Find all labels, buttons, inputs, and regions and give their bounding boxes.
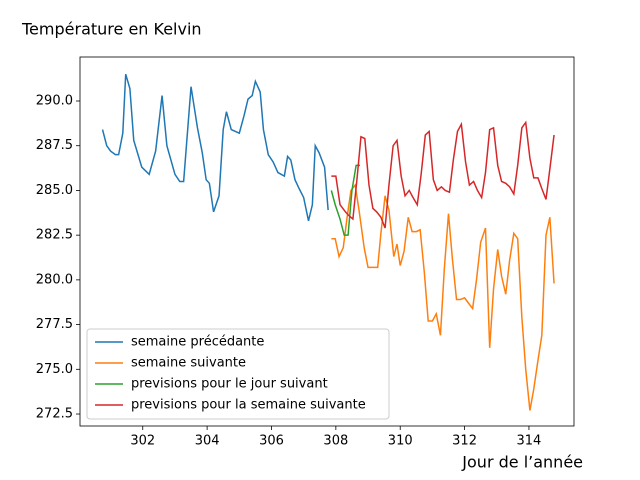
series-line	[101, 73, 329, 222]
x-tick-label: 308	[323, 434, 348, 449]
y-tick-label: 285.0	[36, 183, 73, 198]
series-line	[330, 164, 360, 236]
legend-label: previsions pour le jour suivant	[131, 377, 328, 392]
x-axis-label: Jour de l’année	[461, 453, 583, 472]
y-tick-label: 275.0	[36, 362, 73, 377]
y-tick-label: 290.0	[36, 94, 73, 109]
x-tick-label: 312	[452, 434, 477, 449]
x-tick-label: 306	[259, 434, 284, 449]
y-tick-label: 272.5	[36, 407, 73, 422]
legend-box	[86, 328, 390, 420]
y-tick-label: 287.5	[36, 138, 73, 153]
x-tick-label: 310	[388, 434, 413, 449]
series-line	[331, 183, 555, 411]
y-tick-label: 277.5	[36, 317, 73, 332]
legend-label: semaine précédante	[131, 335, 264, 350]
x-tick-label: 314	[517, 434, 542, 449]
series-line	[331, 120, 555, 229]
y-tick-label: 280.0	[36, 272, 73, 287]
legend-label: previsions pour la semaine suivante	[131, 398, 366, 413]
chart-title: Température en Kelvin	[21, 20, 202, 39]
x-tick-label: 304	[195, 434, 220, 449]
plot-frame	[79, 56, 575, 427]
y-tick-label: 282.5	[36, 228, 73, 243]
x-tick-label: 302	[130, 434, 155, 449]
legend-label: semaine suivante	[131, 356, 246, 371]
